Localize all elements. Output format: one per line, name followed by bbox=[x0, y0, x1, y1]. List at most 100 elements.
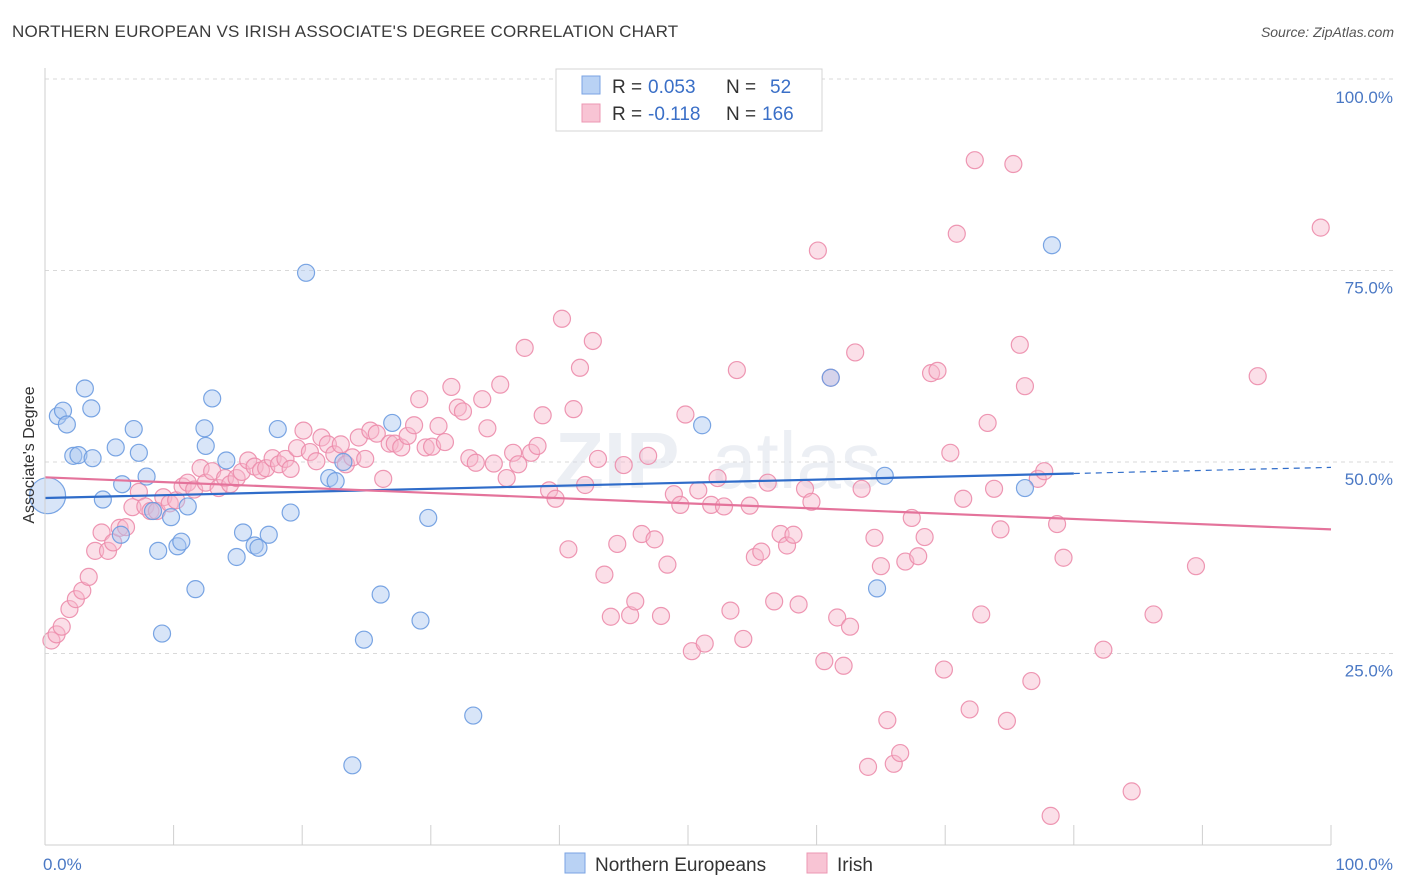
scatter-point bbox=[658, 555, 677, 574]
scatter-point bbox=[233, 523, 253, 542]
legend-r-value-2: -0.118 bbox=[648, 104, 700, 125]
scatter-point bbox=[152, 624, 172, 643]
legend-swatch-pink bbox=[581, 103, 601, 123]
scatter-point bbox=[821, 368, 840, 387]
scatter-point bbox=[203, 389, 222, 408]
scatter-point bbox=[429, 416, 448, 436]
scatter-point bbox=[1015, 377, 1035, 396]
scatter-point bbox=[777, 536, 797, 555]
x-tick-label-min: 0.0% bbox=[43, 855, 82, 874]
scatter-point bbox=[645, 530, 664, 549]
scatter-point bbox=[410, 390, 429, 409]
scatter-point bbox=[934, 660, 954, 679]
scatter-point bbox=[473, 390, 492, 409]
scatter-point bbox=[124, 419, 143, 439]
scatter-point bbox=[343, 756, 362, 775]
scatter-point bbox=[727, 360, 746, 380]
scatter-point bbox=[453, 402, 473, 421]
scatter-point bbox=[639, 446, 658, 465]
scatter-point bbox=[651, 606, 671, 626]
scatter-point bbox=[875, 466, 894, 485]
scatter-point bbox=[281, 503, 300, 522]
scatter-point bbox=[52, 617, 71, 636]
scatter-point bbox=[564, 400, 583, 419]
scatter-point bbox=[947, 224, 966, 243]
legend-box: R = 0.053 N = 52 R = -0.118 N = 166 bbox=[555, 68, 823, 132]
scatter-point bbox=[497, 468, 516, 488]
scatter-point bbox=[53, 401, 73, 420]
scatter-point bbox=[307, 452, 326, 471]
scatter-point bbox=[1144, 605, 1163, 624]
scatter-point bbox=[334, 452, 353, 472]
scatter-point bbox=[82, 399, 101, 418]
scatter-point bbox=[552, 309, 572, 328]
scatter-point bbox=[789, 595, 808, 614]
scatter-point bbox=[318, 435, 338, 454]
scatter-point bbox=[714, 497, 734, 516]
scatter-point bbox=[249, 538, 268, 557]
scatter-point bbox=[708, 468, 727, 488]
scatter-point bbox=[997, 711, 1017, 731]
scatter-point bbox=[528, 436, 547, 456]
scatter-point bbox=[296, 263, 316, 282]
scatter-point bbox=[522, 443, 541, 462]
legend-swatch-blue bbox=[581, 75, 601, 95]
scatter-point bbox=[491, 375, 510, 394]
scatter-point bbox=[398, 426, 417, 446]
scatter-point bbox=[123, 498, 142, 517]
scatter-point bbox=[111, 525, 130, 544]
trend-lines bbox=[44, 466, 1332, 531]
legend-n-value-1: 52 bbox=[770, 77, 791, 98]
scatter-point bbox=[349, 428, 368, 447]
scatter-point bbox=[588, 449, 608, 469]
scatter-point bbox=[621, 606, 640, 625]
trend-line-irish bbox=[44, 476, 1332, 531]
scatter-point bbox=[928, 361, 947, 380]
scatter-point bbox=[784, 525, 803, 544]
scatter-point bbox=[834, 656, 853, 675]
scatter-point bbox=[326, 472, 345, 491]
series-legend-swatch-blue bbox=[564, 852, 586, 874]
scatter-point bbox=[110, 518, 129, 537]
scatter-point bbox=[915, 527, 934, 547]
scatter-point bbox=[1022, 671, 1041, 691]
scatter-point bbox=[954, 489, 973, 508]
scatter-point bbox=[1042, 236, 1062, 255]
scatter-point bbox=[758, 473, 777, 492]
scatter-point bbox=[1054, 548, 1073, 567]
scatter-point bbox=[965, 151, 984, 170]
scatter-point bbox=[570, 358, 590, 377]
scatter-point bbox=[815, 652, 834, 671]
legend-r-label-2: R = bbox=[612, 104, 642, 125]
scatter-point bbox=[83, 449, 102, 468]
scatter-point bbox=[143, 501, 163, 521]
scatter-point bbox=[466, 453, 485, 472]
scatter-point bbox=[196, 436, 215, 456]
scatter-point bbox=[858, 757, 878, 776]
scatter-point bbox=[336, 455, 356, 474]
x-tick-label-max: 100.0% bbox=[1335, 855, 1393, 874]
scatter-point bbox=[1094, 640, 1113, 659]
scatter-point bbox=[676, 405, 695, 424]
scatter-point bbox=[802, 492, 821, 511]
scatter-point bbox=[161, 508, 181, 527]
scatter-point bbox=[419, 508, 438, 528]
scatter-point bbox=[380, 434, 399, 453]
y-tick-label: 75.0% bbox=[1345, 279, 1393, 298]
scatter-point bbox=[871, 557, 891, 576]
scatter-point bbox=[601, 607, 620, 626]
scatter-point bbox=[460, 449, 479, 468]
scatter-point bbox=[828, 608, 847, 627]
source-label: Source: ZipAtlas.com bbox=[1260, 24, 1394, 40]
scatter-point bbox=[106, 438, 125, 457]
chart-title: NORTHERN EUROPEAN VS IRISH ASSOCIATE'S D… bbox=[12, 22, 679, 41]
scatter-point bbox=[478, 419, 497, 438]
series-legend: Northern Europeans Irish bbox=[564, 852, 873, 876]
scatter-point bbox=[331, 435, 350, 454]
legend-r-value-1: 0.053 bbox=[648, 77, 696, 98]
scatter-point bbox=[92, 523, 111, 542]
scatter-point bbox=[1010, 335, 1029, 354]
scatter-point bbox=[614, 455, 633, 475]
trend-line-northern-europeans-extension bbox=[1073, 466, 1332, 475]
